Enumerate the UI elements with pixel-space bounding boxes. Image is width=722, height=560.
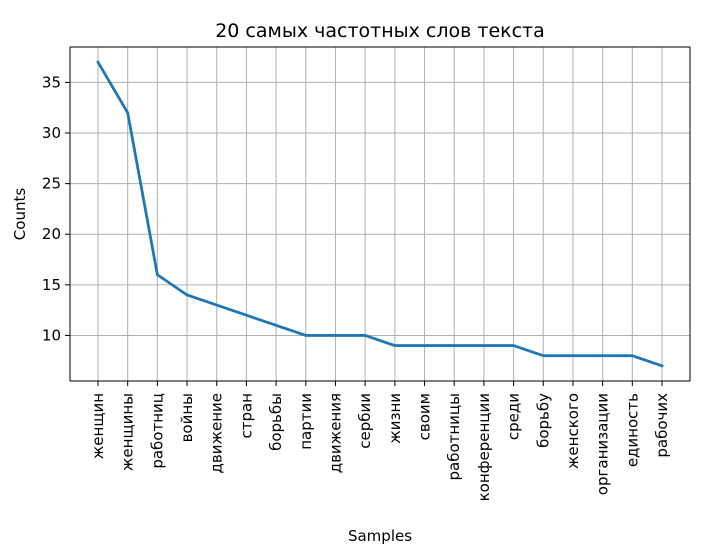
x-tick-label: борьбу bbox=[534, 393, 552, 448]
x-tick-label: женщин bbox=[89, 393, 107, 459]
x-tick-label: женского bbox=[564, 393, 582, 469]
x-tick-label: партии bbox=[297, 393, 315, 450]
x-tick-label: женщины bbox=[119, 393, 137, 471]
x-tick-label: работниц bbox=[148, 393, 166, 469]
plot-area-frame bbox=[69, 46, 691, 382]
x-axis: женщин женщины работниц войны движение стран б… bbox=[89, 381, 671, 501]
y-tick-label: 20 bbox=[42, 225, 61, 243]
y-axis-label: Counts bbox=[11, 188, 29, 241]
y-tick-label: 25 bbox=[42, 175, 61, 193]
x-tick-label: движение bbox=[208, 393, 226, 474]
x-tick-label: войны bbox=[178, 393, 196, 442]
y-tick-label: 35 bbox=[42, 73, 61, 91]
x-tick-label: работницы bbox=[445, 393, 463, 481]
x-tick-label: рабочих bbox=[653, 393, 671, 458]
x-tick-label: жизни bbox=[386, 393, 404, 444]
x-axis-label: Samples bbox=[348, 527, 412, 545]
series-line bbox=[96, 60, 664, 368]
x-tick-label: сербии bbox=[356, 393, 374, 449]
x-tick-label: движения bbox=[326, 393, 344, 473]
y-tick-label: 15 bbox=[42, 276, 61, 294]
x-tick-label: своим bbox=[416, 393, 434, 440]
chart-title: 20 самых частотных слов текста bbox=[215, 20, 545, 42]
x-tick-label: борьбы bbox=[267, 393, 285, 451]
x-tick-label: среди bbox=[505, 393, 523, 440]
y-tick-label: 30 bbox=[42, 124, 61, 142]
grid bbox=[70, 47, 690, 381]
x-tick-label: единость bbox=[623, 393, 641, 467]
x-tick-label: стран bbox=[237, 393, 255, 439]
x-tick-label: организации bbox=[594, 393, 612, 495]
y-axis: 10 15 20 25 30 35 bbox=[42, 73, 70, 344]
x-tick-label: конференции bbox=[475, 393, 493, 501]
y-tick-label: 10 bbox=[42, 326, 61, 344]
